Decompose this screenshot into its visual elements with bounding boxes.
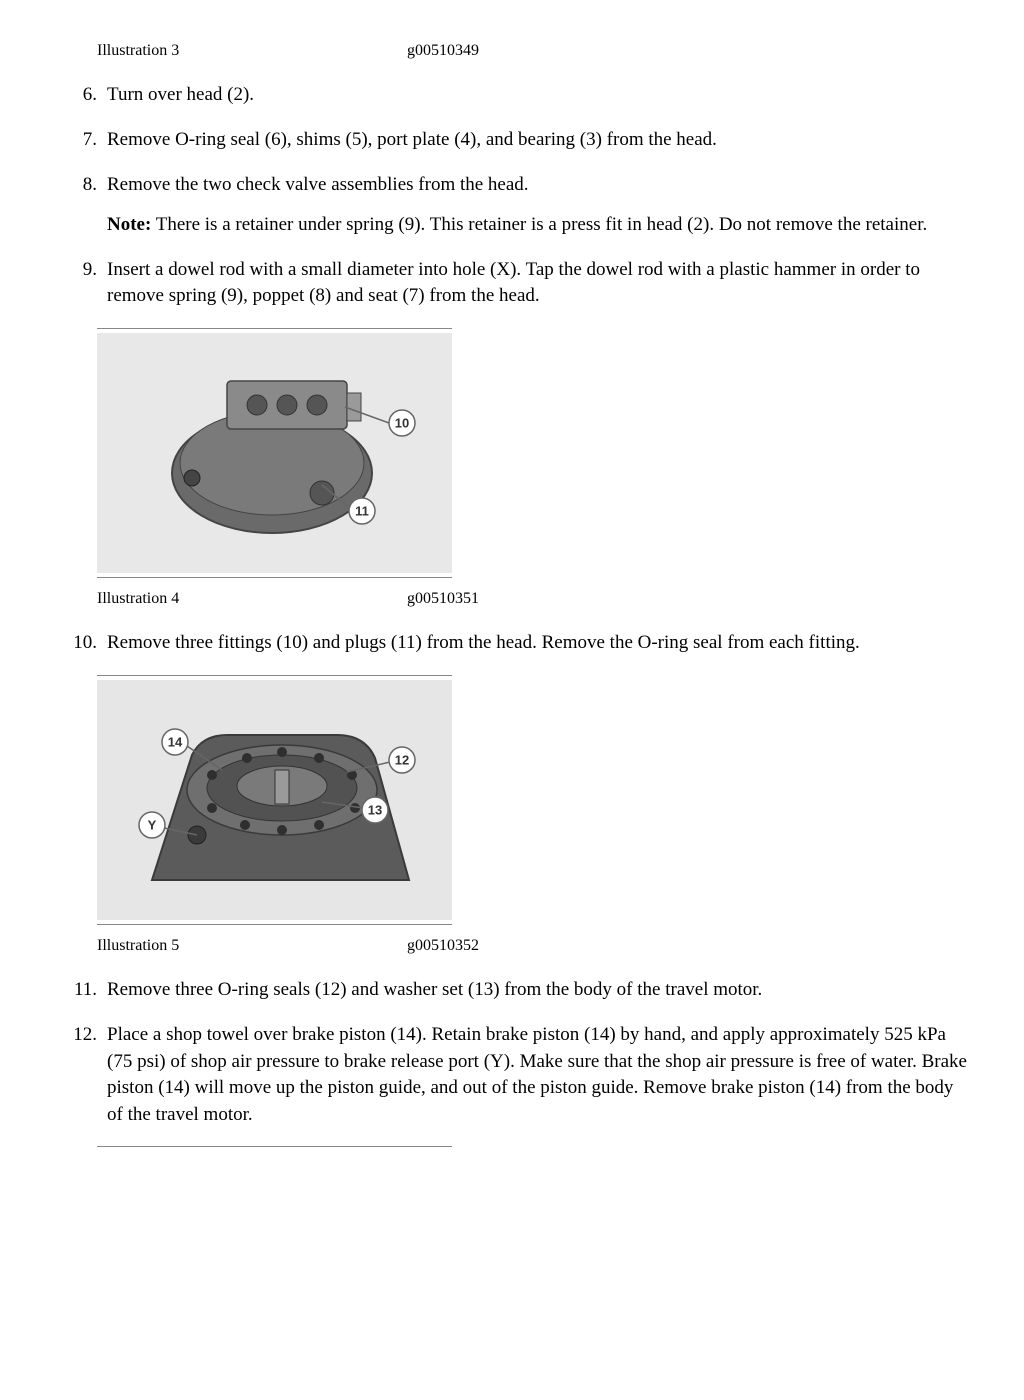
- svg-text:14: 14: [168, 734, 183, 749]
- svg-text:Y: Y: [148, 817, 157, 832]
- illustration-5-code: g00510352: [407, 935, 479, 957]
- svg-text:10: 10: [395, 415, 409, 430]
- step-7-text: Remove O-ring seal (6), shims (5), port …: [107, 127, 972, 154]
- illustration-5-rule-bottom: [97, 924, 452, 925]
- illustration-4-rule-bottom: [97, 577, 452, 578]
- step-8: 8. Remove the two check valve assemblies…: [52, 172, 972, 239]
- note-label: Note:: [107, 214, 151, 235]
- step-10-number: 10.: [52, 630, 107, 657]
- step-10-text: Remove three fittings (10) and plugs (11…: [107, 630, 972, 657]
- illustration-5-caption: Illustration 5 g00510352: [97, 935, 972, 957]
- step-6-text: Turn over head (2).: [107, 82, 972, 109]
- illustration-5-figure: 14 12 13 Y: [97, 680, 452, 920]
- step-8-number: 8.: [52, 172, 107, 239]
- illustration-4-figure: 10 11: [97, 333, 452, 573]
- step-6-number: 6.: [52, 82, 107, 109]
- illustration-5-rule-top: [97, 675, 452, 676]
- illustration-5: 14 12 13 Y: [97, 675, 972, 925]
- step-9-text: Insert a dowel rod with a small diameter…: [107, 257, 972, 310]
- step-11-text: Remove three O-ring seals (12) and washe…: [107, 977, 972, 1004]
- illustration-4-code: g00510351: [407, 588, 479, 610]
- illustration-3-caption: Illustration 3 g00510349: [97, 40, 972, 62]
- step-8-note: Note: There is a retainer under spring (…: [107, 212, 972, 239]
- step-10: 10. Remove three fittings (10) and plugs…: [52, 630, 972, 657]
- illustration-3-code: g00510349: [407, 40, 479, 62]
- step-6: 6. Turn over head (2).: [52, 82, 972, 109]
- svg-text:13: 13: [368, 802, 382, 817]
- step-9-number: 9.: [52, 257, 107, 310]
- illustration-4-label: Illustration 4: [97, 588, 407, 610]
- illustration-5-label: Illustration 5: [97, 935, 407, 957]
- illustration-4-svg: 10 11: [97, 333, 452, 573]
- illustration-5-svg: 14 12 13 Y: [97, 680, 452, 920]
- step-8-text: Remove the two check valve assemblies fr…: [107, 172, 972, 199]
- step-12-number: 12.: [52, 1022, 107, 1128]
- step-11-number: 11.: [52, 977, 107, 1004]
- step-12: 12. Place a shop towel over brake piston…: [52, 1022, 972, 1128]
- procedure-list-2: 10. Remove three fittings (10) and plugs…: [52, 630, 972, 657]
- trailing-rule: [97, 1146, 452, 1147]
- procedure-list: 6. Turn over head (2). 7. Remove O-ring …: [52, 82, 972, 310]
- svg-text:11: 11: [355, 503, 369, 518]
- illustration-3-label: Illustration 3: [97, 40, 407, 62]
- procedure-list-3: 11. Remove three O-ring seals (12) and w…: [52, 977, 972, 1128]
- step-11: 11. Remove three O-ring seals (12) and w…: [52, 977, 972, 1004]
- step-7-number: 7.: [52, 127, 107, 154]
- illustration-4-caption: Illustration 4 g00510351: [97, 588, 972, 610]
- illustration-4: 10 11: [97, 328, 972, 578]
- step-12-text: Place a shop towel over brake piston (14…: [107, 1022, 972, 1128]
- illustration-4-rule-top: [97, 328, 452, 329]
- step-9: 9. Insert a dowel rod with a small diame…: [52, 257, 972, 310]
- step-7: 7. Remove O-ring seal (6), shims (5), po…: [52, 127, 972, 154]
- svg-text:12: 12: [395, 752, 409, 767]
- illustration-next-top-rule: [97, 1146, 972, 1147]
- note-text: There is a retainer under spring (9). Th…: [151, 214, 927, 235]
